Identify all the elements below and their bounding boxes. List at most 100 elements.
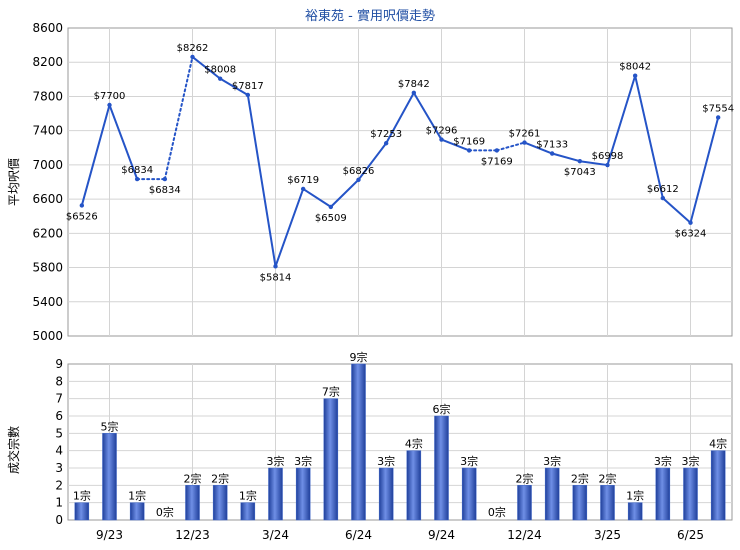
price-y-axis-ticks: 5000 5400 5800 6200 6600 7000 7400 7800 8200 8600: [32, 21, 63, 343]
price-point: [356, 177, 361, 182]
volume-bar: [185, 485, 200, 521]
volume-data-label: 1宗: [626, 489, 644, 503]
volume-y-axis-label: 成交宗數: [6, 426, 21, 474]
x-tick-label: 3/24: [262, 528, 289, 542]
volume-bar: [406, 450, 422, 521]
volume-y-tick-label: 4: [55, 444, 63, 458]
volume-data-label: 3宗: [654, 454, 672, 468]
price-data-label: $7296: [426, 126, 458, 137]
price-point: [411, 90, 417, 96]
price-data-label: $7169: [453, 136, 485, 147]
price-y-tick-label: 8600: [32, 21, 63, 35]
volume-bar: [655, 467, 671, 521]
volume-y-tick-label: 6: [55, 409, 63, 423]
price-data-labels: $6526 $7700 $6834 $6834 $8262 $8008 $7817 $5814…: [66, 43, 734, 283]
volume-y-axis-ticks: 0 1 2 3 4 5 6 7 8 9: [55, 357, 63, 527]
volume-data-labels: 1宗 5宗 1宗 0宗 2宗 2宗 1宗 3宗 3宗 7宗 9宗 3宗 4宗 6宗 3宗 0宗 2宗 3宗 2宗 2宗…: [73, 350, 727, 519]
price-data-label: $6834: [149, 185, 181, 196]
volume-y-tick-label: 1: [55, 496, 63, 510]
volume-bar: [74, 502, 90, 521]
volume-data-label: 0宗: [156, 505, 174, 519]
price-point: [162, 176, 168, 182]
volume-plot-area: [67, 363, 733, 521]
volume-bar-panel: 0 1 2 3 4 5 6 7 8 9 成交宗數 1宗 5宗 1宗 0宗 2宗 2宗 1宗 3宗 3宗 7宗 9宗 3宗…: [6, 350, 733, 542]
price-data-label: $6526: [66, 211, 98, 222]
price-data-label: $5814: [260, 272, 292, 283]
price-point: [217, 76, 223, 81]
price-data-label: $8042: [619, 62, 651, 73]
volume-y-tick-label: 8: [55, 374, 63, 388]
price-point: [466, 148, 472, 153]
volume-data-label: 3宗: [543, 454, 561, 468]
price-line-segment: [689, 116, 720, 224]
price-point: [383, 141, 389, 146]
volume-data-label: 2宗: [599, 471, 617, 485]
price-point: [632, 73, 638, 78]
price-y-tick-label: 6200: [32, 226, 63, 240]
price-line-segment: [606, 74, 637, 167]
volume-y-tick-label: 0: [55, 513, 63, 527]
chart-title: 裕東苑 - 實用呎價走勢: [305, 8, 435, 24]
price-data-label: $7043: [564, 167, 596, 178]
volume-data-label: 3宗: [267, 454, 285, 468]
x-tick-label: 3/25: [594, 528, 621, 542]
price-data-label: $6719: [287, 175, 319, 186]
price-y-tick-label: 8200: [32, 55, 63, 69]
volume-data-label: 4宗: [405, 437, 423, 451]
price-line-segment: [329, 178, 360, 208]
price-point: [79, 203, 85, 208]
price-point: [688, 220, 693, 225]
price-series: [79, 54, 721, 269]
price-data-label: $7169: [481, 156, 513, 167]
volume-bar: [517, 485, 532, 521]
volume-bar: [268, 467, 283, 521]
price-line-segment: [108, 104, 139, 181]
price-data-label: $7261: [509, 129, 541, 140]
volume-data-label: 4宗: [709, 437, 727, 451]
volume-bar: [544, 467, 560, 521]
volume-bar: [129, 502, 145, 521]
price-point: [328, 204, 334, 210]
price-point: [660, 195, 666, 201]
volume-data-label: 3宗: [682, 454, 700, 468]
price-plot-area: [67, 27, 733, 337]
volume-data-label: 6宗: [433, 402, 451, 416]
price-point: [715, 115, 721, 120]
price-data-label: $7554: [702, 103, 734, 114]
price-data-label: $8262: [177, 43, 209, 54]
volume-bar: [102, 433, 117, 521]
price-line-segment: [302, 187, 332, 208]
price-line-panel: 5000 5400 5800 6200 6600 7000 7400 7800 8200 8600…: [7, 21, 734, 343]
price-point: [273, 264, 278, 269]
volume-y-tick-label: 2: [55, 478, 63, 492]
volume-bar: [683, 467, 698, 521]
price-line-segment: [191, 55, 222, 80]
volume-bar: [710, 450, 726, 521]
price-line-segment: [246, 93, 277, 268]
volume-bar: [295, 467, 311, 521]
volume-bars: [74, 363, 726, 521]
price-line-segment: [634, 74, 664, 200]
price-y-axis-label: 平均呎價: [7, 158, 21, 206]
price-point: [605, 162, 610, 168]
price-data-label: $6834: [121, 165, 153, 176]
price-y-tick-label: 5000: [32, 329, 63, 343]
x-tick-label: 6/25: [677, 528, 704, 542]
price-point: [245, 92, 251, 98]
volume-data-label: 9宗: [350, 350, 368, 364]
price-data-label: $6324: [675, 229, 707, 240]
volume-bar: [461, 467, 477, 521]
price-line-segment: [661, 197, 692, 224]
volume-bar: [627, 502, 643, 521]
price-data-label: $8008: [204, 65, 236, 76]
price-grid: [68, 28, 732, 336]
volume-bar: [572, 485, 588, 521]
volume-data-label: 3宗: [460, 454, 478, 468]
price-point: [549, 151, 555, 156]
price-data-label: $7700: [94, 91, 126, 102]
volume-data-label: 3宗: [294, 454, 312, 468]
x-axis-ticks: 9/23 12/23 3/24 6/24 9/24 12/24 3/25 6/25: [96, 528, 704, 542]
price-point: [522, 140, 527, 145]
price-data-label: $6826: [343, 166, 375, 177]
